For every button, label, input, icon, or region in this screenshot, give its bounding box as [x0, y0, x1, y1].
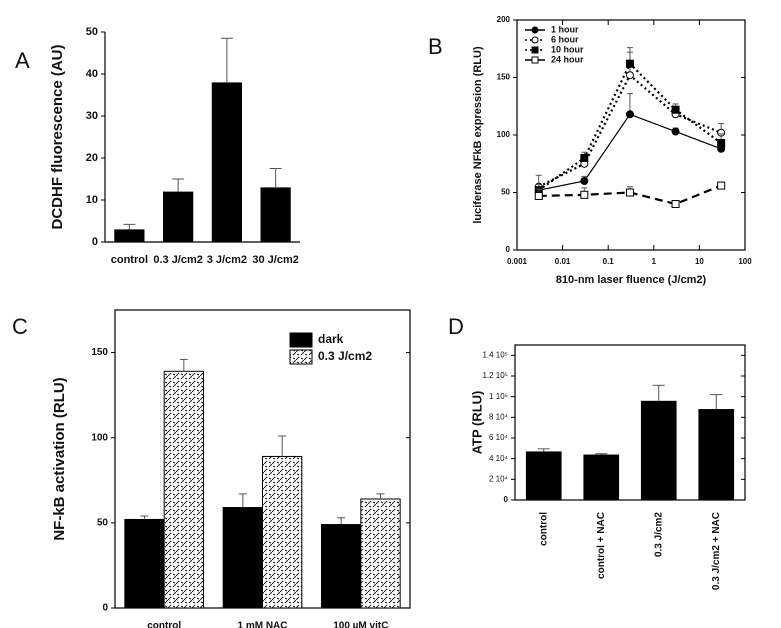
- bar: [114, 229, 145, 242]
- series-line: [538, 61, 722, 192]
- y-axis-label: NF-kB activation (RLU): [51, 377, 68, 540]
- point: [534, 191, 543, 200]
- x-tick-label: 0.1: [603, 257, 615, 266]
- x-tick-label: 3 J/cm2: [207, 254, 247, 266]
- y-tick-label: 8 10⁴: [489, 412, 509, 421]
- y-tick-label: 0: [102, 603, 108, 614]
- series-line: [538, 73, 722, 188]
- x-tick-label: 0.3 J/cm2: [653, 512, 664, 557]
- y-tick-label: 0: [92, 236, 98, 248]
- y-tick-label: 1 10⁵: [489, 392, 508, 401]
- y-axis-label: luciferase NFkB expression (RLU): [472, 46, 484, 224]
- y-tick-label: 4 10⁴: [489, 454, 509, 463]
- legend-marker: [531, 26, 539, 34]
- y-tick-label: 30: [86, 110, 98, 122]
- bar: [583, 454, 620, 500]
- y-tick-label: 10: [86, 194, 98, 206]
- x-tick-label: control + NAC: [596, 512, 607, 579]
- bar: [260, 187, 291, 242]
- y-tick-label: 1.4 10⁵: [482, 350, 508, 359]
- point: [717, 139, 726, 148]
- y-tick-label: 2 10⁴: [489, 474, 509, 483]
- point: [580, 190, 589, 199]
- legend-marker: [531, 36, 539, 44]
- y-tick-label: 40: [86, 68, 98, 80]
- panel-label: B: [428, 34, 443, 59]
- panel-label: D: [448, 314, 464, 339]
- point: [671, 105, 680, 114]
- bar: [124, 518, 165, 609]
- legend-label: dark: [318, 332, 344, 346]
- y-tick-label: 20: [86, 152, 98, 164]
- bar: [262, 455, 303, 609]
- y-tick-label: 100: [91, 432, 108, 443]
- legend-label: 6 hour: [551, 34, 579, 44]
- legend-label: 0.3 J/cm2: [318, 349, 372, 363]
- bar: [222, 507, 264, 609]
- legend-marker: [531, 46, 539, 54]
- legend-marker: [531, 56, 539, 64]
- plot-frame: [514, 344, 746, 501]
- legend-label: 10 hour: [551, 44, 584, 54]
- point: [625, 59, 634, 68]
- y-tick-label: 100: [497, 130, 511, 139]
- point: [625, 188, 634, 197]
- legend-label: 24 hour: [551, 54, 584, 64]
- x-tick-label: 10: [695, 257, 704, 266]
- point: [671, 200, 680, 208]
- bar: [360, 498, 401, 609]
- x-axis-label: 810-nm laser fluence (J/cm2): [556, 274, 707, 286]
- y-tick-label: 50: [501, 188, 510, 197]
- legend-label: 1 hour: [551, 24, 579, 34]
- x-tick-label: 1: [652, 257, 657, 266]
- point: [671, 127, 680, 136]
- panel-label: A: [15, 48, 30, 73]
- point: [717, 181, 726, 190]
- x-tick-label: 1 mM NAC: [237, 621, 287, 628]
- x-tick-label: control: [111, 254, 148, 266]
- bar: [640, 400, 677, 500]
- y-tick-label: 0: [506, 245, 511, 254]
- x-tick-label: 100 µM vitC: [333, 621, 388, 628]
- point: [625, 71, 634, 80]
- point: [580, 154, 589, 162]
- bar: [163, 191, 194, 242]
- y-tick-label: 50: [97, 517, 109, 528]
- bar: [163, 370, 205, 609]
- bar: [321, 524, 362, 609]
- point: [625, 110, 634, 119]
- legend-swatch: [289, 332, 313, 348]
- panel-label: C: [12, 314, 28, 339]
- x-tick-label: 100: [738, 257, 752, 266]
- bar: [211, 82, 242, 243]
- x-tick-label: control: [147, 621, 181, 628]
- series-line: [538, 113, 722, 191]
- bar: [525, 451, 562, 500]
- x-tick-label: control: [538, 512, 549, 546]
- y-tick-label: 200: [497, 15, 511, 24]
- y-tick-label: 0: [504, 495, 509, 504]
- y-tick-label: 1.2 10⁵: [482, 371, 508, 380]
- x-tick-label: 0.3 J/cm2 + NAC: [711, 512, 722, 590]
- x-tick-label: 30 J/cm2: [252, 254, 298, 266]
- bar: [698, 409, 735, 500]
- y-axis-label: ATP (RLU): [469, 391, 484, 455]
- y-axis-label: DCDHF fluorescence (AU): [49, 44, 66, 229]
- point: [580, 177, 589, 185]
- y-tick-label: 150: [91, 347, 108, 358]
- y-tick-label: 150: [497, 73, 511, 82]
- x-tick-label: 0.001: [507, 257, 528, 266]
- x-tick-label: 0.3 J/cm2: [153, 254, 203, 266]
- legend-swatch: [289, 349, 313, 365]
- y-tick-label: 50: [86, 26, 98, 38]
- y-tick-label: 6 10⁴: [489, 433, 509, 442]
- x-tick-label: 0.01: [555, 257, 571, 266]
